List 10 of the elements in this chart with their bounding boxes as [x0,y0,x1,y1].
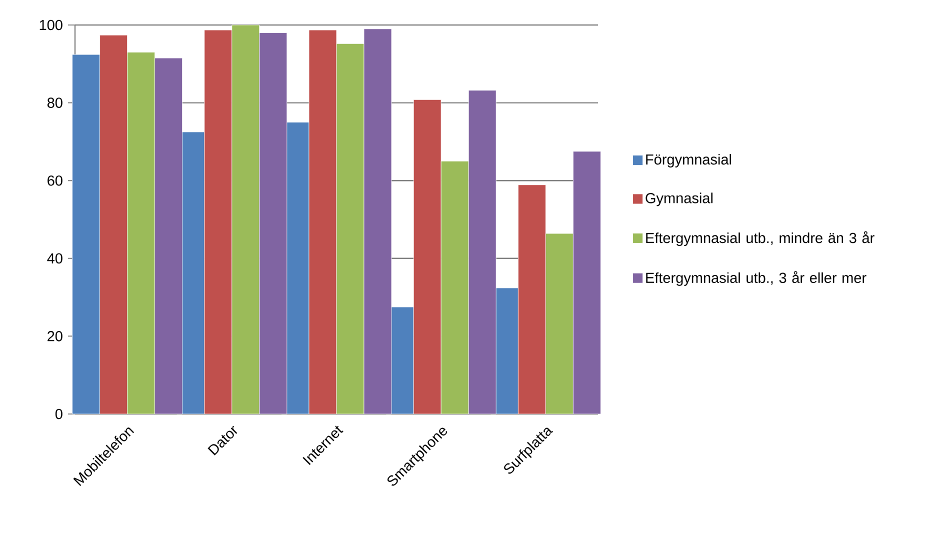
y-tick-label: 40 [47,253,62,264]
y-tick-label: 80 [47,98,62,108]
legend-label: Förgymnasial [646,154,732,168]
legend-label: Eftergymnasial utb., mindre än 3 år [646,231,874,246]
y-tick-label: 100 [40,20,62,30]
legend-label: Eftergymnasial utb., 3 år eller mer [646,271,866,286]
y-tick-label: 20 [48,331,62,342]
y-tick-label: 0 [55,408,62,420]
y-tick-label: 60 [48,175,62,186]
legend-label: Gymnasial [646,192,712,206]
